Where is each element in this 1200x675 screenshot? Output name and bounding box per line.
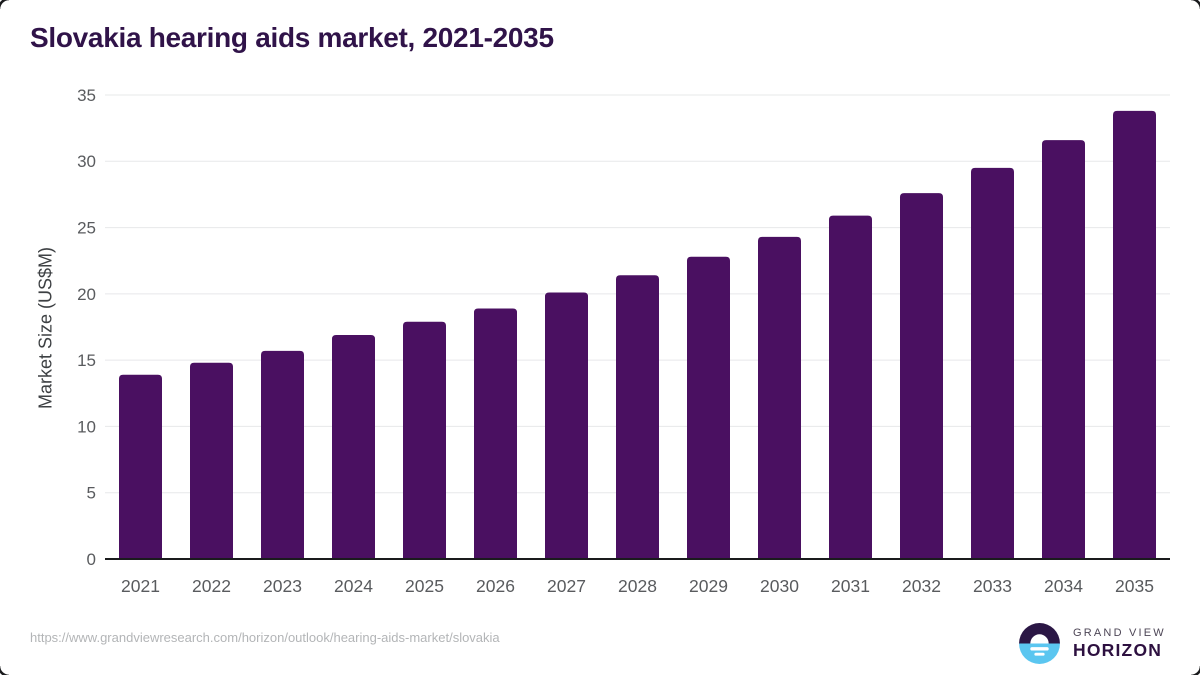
bar-2032[interactable] xyxy=(900,193,943,560)
y-tick-label: 5 xyxy=(87,484,96,503)
x-tick-label: 2031 xyxy=(831,576,870,596)
y-tick-label: 35 xyxy=(77,86,96,105)
bar-2035[interactable] xyxy=(1113,110,1156,559)
bar-2025[interactable] xyxy=(403,321,446,559)
x-tick-label: 2033 xyxy=(973,576,1012,596)
y-tick-label: 15 xyxy=(77,351,96,370)
x-tick-label: 2025 xyxy=(405,576,444,596)
x-tick-label: 2024 xyxy=(334,576,373,596)
x-tick-label: 2021 xyxy=(121,576,160,596)
x-tick-label: 2026 xyxy=(476,576,515,596)
bar-2030[interactable] xyxy=(758,236,801,559)
x-tick-label: 2030 xyxy=(760,576,799,596)
x-tick-label: 2028 xyxy=(618,576,657,596)
bar-2021[interactable] xyxy=(119,374,162,559)
bar-2028[interactable] xyxy=(616,275,659,559)
bar-2031[interactable] xyxy=(829,215,872,559)
bar-2022[interactable] xyxy=(190,362,233,559)
x-tick-label: 2032 xyxy=(902,576,941,596)
bar-2023[interactable] xyxy=(261,350,304,559)
chart-title: Slovakia hearing aids market, 2021-2035 xyxy=(30,22,554,53)
logo-product-name: HORIZON xyxy=(1073,639,1163,660)
source-url: https://www.grandviewresearch.com/horizo… xyxy=(30,630,500,645)
card-corner-mark xyxy=(0,0,10,10)
bar-2033[interactable] xyxy=(971,167,1014,559)
grandview-horizon-logo: GRAND VIEW HORIZON xyxy=(1017,621,1166,666)
y-tick-label: 30 xyxy=(77,152,96,171)
card-corner-mark xyxy=(0,665,10,675)
x-tick-label: 2034 xyxy=(1044,576,1083,596)
logo-brand-name: GRAND VIEW xyxy=(1073,626,1166,639)
logo-text: GRAND VIEW HORIZON xyxy=(1073,626,1166,660)
x-tick-label: 2029 xyxy=(689,576,728,596)
x-tick-label: 2022 xyxy=(192,576,231,596)
y-tick-label: 10 xyxy=(77,417,96,436)
x-tick-label: 2035 xyxy=(1115,576,1154,596)
y-tick-label: 20 xyxy=(77,285,96,304)
bar-2026[interactable] xyxy=(474,308,517,559)
bar-2027[interactable] xyxy=(545,292,588,559)
card-corner-mark xyxy=(1190,665,1200,675)
bar-2024[interactable] xyxy=(332,334,375,559)
y-tick-label: 0 xyxy=(87,550,96,569)
x-tick-label: 2023 xyxy=(263,576,302,596)
bar-2029[interactable] xyxy=(687,256,730,559)
y-axis-label: Market Size (US$M) xyxy=(35,246,56,410)
x-tick-label: 2027 xyxy=(547,576,586,596)
bar-2034[interactable] xyxy=(1042,140,1085,559)
card-corner-mark xyxy=(1190,0,1200,10)
horizon-sun-icon xyxy=(1019,623,1060,664)
y-tick-label: 25 xyxy=(77,219,96,238)
